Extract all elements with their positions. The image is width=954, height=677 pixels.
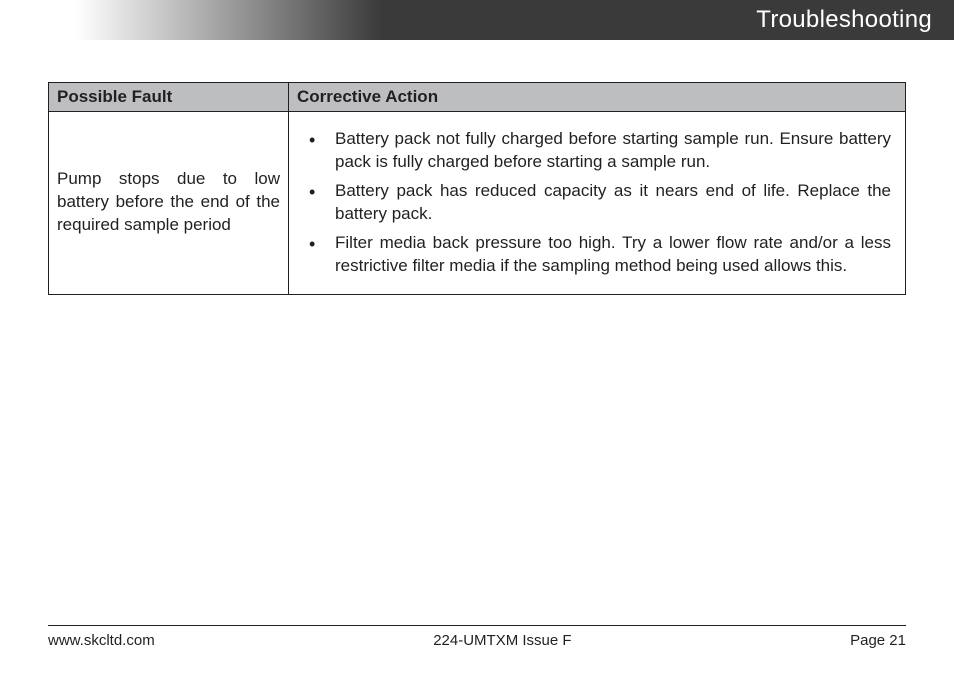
page-header: Troubleshooting bbox=[0, 0, 954, 40]
col-header-action: Corrective Action bbox=[289, 83, 906, 112]
footer-page-number: Page 21 bbox=[850, 632, 906, 649]
fault-cell: Pump stops due to low battery before the… bbox=[49, 112, 289, 295]
main-content: Possible Fault Corrective Action Pump st… bbox=[48, 82, 906, 295]
action-item: Battery pack has reduced capacity as it … bbox=[297, 180, 891, 226]
table-header-row: Possible Fault Corrective Action bbox=[49, 83, 906, 112]
action-list: Battery pack not fully charged before st… bbox=[297, 118, 897, 288]
page-title: Troubleshooting bbox=[756, 6, 932, 34]
footer-doc-id: 224-UMTXM Issue F bbox=[433, 632, 571, 649]
action-item: Filter media back pressure too high. Try… bbox=[297, 232, 891, 278]
action-item: Battery pack not fully charged before st… bbox=[297, 128, 891, 174]
footer-url: www.skcltd.com bbox=[48, 632, 155, 649]
page-footer: www.skcltd.com 224-UMTXM Issue F Page 21 bbox=[48, 625, 906, 649]
troubleshooting-table: Possible Fault Corrective Action Pump st… bbox=[48, 82, 906, 295]
col-header-fault: Possible Fault bbox=[49, 83, 289, 112]
action-cell: Battery pack not fully charged before st… bbox=[289, 112, 906, 295]
table-row: Pump stops due to low battery before the… bbox=[49, 112, 906, 295]
